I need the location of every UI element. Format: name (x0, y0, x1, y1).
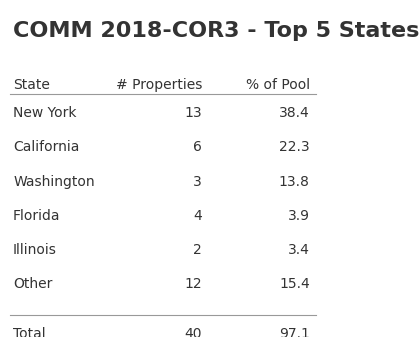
Text: 15.4: 15.4 (279, 277, 310, 292)
Text: 3.9: 3.9 (288, 209, 310, 223)
Text: # Properties: # Properties (116, 78, 202, 92)
Text: Washington: Washington (13, 175, 94, 188)
Text: Other: Other (13, 277, 52, 292)
Text: 3: 3 (194, 175, 202, 188)
Text: % of Pool: % of Pool (246, 78, 310, 92)
Text: State: State (13, 78, 50, 92)
Text: California: California (13, 140, 79, 154)
Text: 13: 13 (184, 106, 202, 120)
Text: 13.8: 13.8 (279, 175, 310, 188)
Text: 4: 4 (194, 209, 202, 223)
Text: 6: 6 (193, 140, 202, 154)
Text: 22.3: 22.3 (279, 140, 310, 154)
Text: 2: 2 (194, 243, 202, 257)
Text: 97.1: 97.1 (279, 327, 310, 337)
Text: New York: New York (13, 106, 76, 120)
Text: 3.4: 3.4 (288, 243, 310, 257)
Text: Total: Total (13, 327, 46, 337)
Text: Florida: Florida (13, 209, 60, 223)
Text: 12: 12 (184, 277, 202, 292)
Text: 38.4: 38.4 (279, 106, 310, 120)
Text: 40: 40 (185, 327, 202, 337)
Text: Illinois: Illinois (13, 243, 57, 257)
Text: COMM 2018-COR3 - Top 5 States: COMM 2018-COR3 - Top 5 States (13, 21, 420, 41)
